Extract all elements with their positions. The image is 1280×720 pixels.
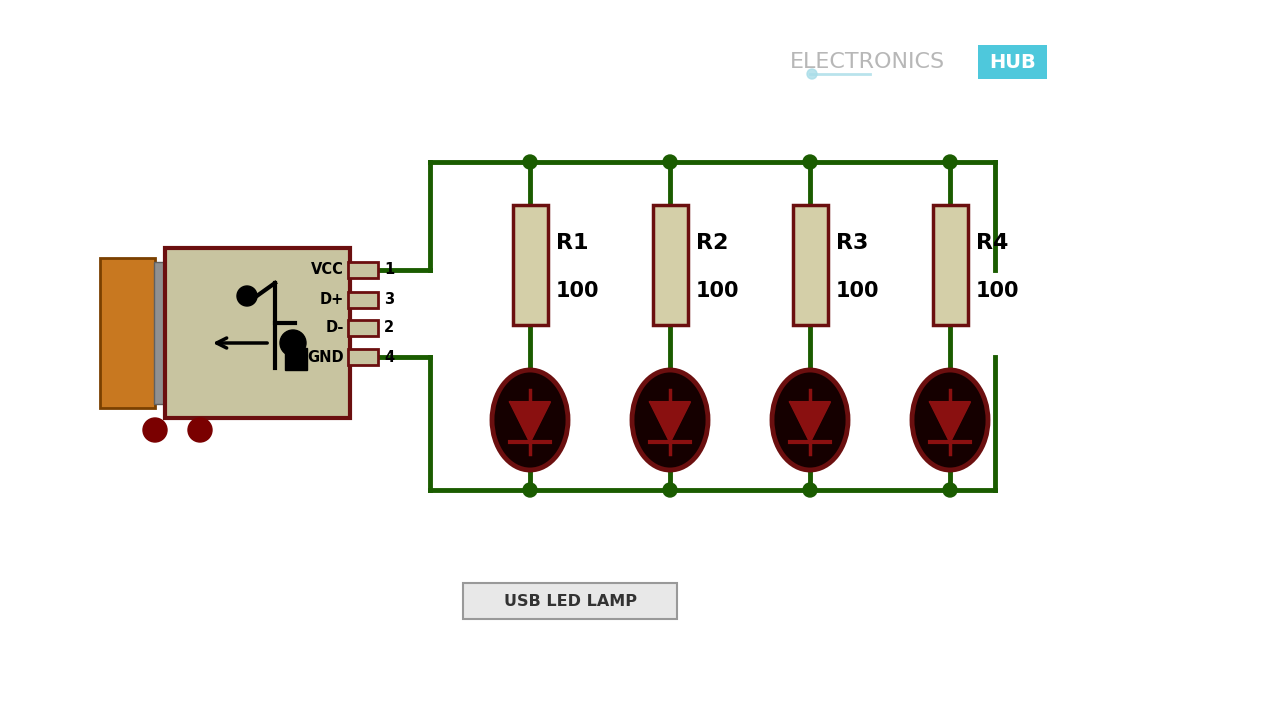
FancyBboxPatch shape [154, 262, 166, 404]
Text: R4: R4 [975, 233, 1007, 253]
FancyBboxPatch shape [792, 205, 827, 325]
Ellipse shape [632, 370, 708, 470]
Text: D-: D- [325, 320, 344, 336]
Circle shape [663, 483, 677, 497]
Circle shape [143, 418, 166, 442]
Text: 1: 1 [384, 263, 394, 277]
FancyBboxPatch shape [165, 248, 349, 418]
FancyBboxPatch shape [348, 292, 378, 308]
Polygon shape [509, 402, 550, 442]
Text: VCC: VCC [311, 263, 344, 277]
FancyBboxPatch shape [512, 205, 548, 325]
FancyBboxPatch shape [348, 320, 378, 336]
Circle shape [663, 155, 677, 169]
Circle shape [188, 418, 212, 442]
Polygon shape [650, 402, 690, 442]
Circle shape [803, 155, 817, 169]
Polygon shape [931, 402, 970, 442]
Circle shape [237, 286, 257, 306]
Text: R2: R2 [695, 233, 728, 253]
FancyBboxPatch shape [933, 205, 968, 325]
Text: HUB: HUB [989, 53, 1037, 71]
Text: ELECTRONICS: ELECTRONICS [790, 52, 945, 72]
Text: 100: 100 [556, 282, 599, 302]
Ellipse shape [492, 370, 568, 470]
Text: USB LED LAMP: USB LED LAMP [503, 593, 636, 608]
Polygon shape [790, 402, 829, 442]
Circle shape [943, 155, 957, 169]
Text: 2: 2 [384, 320, 394, 336]
FancyBboxPatch shape [978, 45, 1047, 79]
Circle shape [806, 69, 817, 79]
Text: GND: GND [307, 349, 344, 364]
Circle shape [524, 155, 538, 169]
Text: D+: D+ [320, 292, 344, 307]
Ellipse shape [911, 370, 988, 470]
Text: 100: 100 [695, 282, 739, 302]
Text: 100: 100 [975, 282, 1019, 302]
Text: 100: 100 [836, 282, 879, 302]
Circle shape [280, 330, 306, 356]
Text: 3: 3 [384, 292, 394, 307]
Text: R3: R3 [836, 233, 868, 253]
Circle shape [524, 483, 538, 497]
FancyBboxPatch shape [348, 349, 378, 365]
FancyBboxPatch shape [463, 583, 677, 619]
Text: 4: 4 [384, 349, 394, 364]
Circle shape [803, 483, 817, 497]
FancyBboxPatch shape [348, 262, 378, 278]
Text: R1: R1 [556, 233, 588, 253]
FancyBboxPatch shape [653, 205, 687, 325]
FancyBboxPatch shape [285, 348, 307, 370]
Ellipse shape [772, 370, 849, 470]
Circle shape [943, 483, 957, 497]
FancyBboxPatch shape [100, 258, 155, 408]
